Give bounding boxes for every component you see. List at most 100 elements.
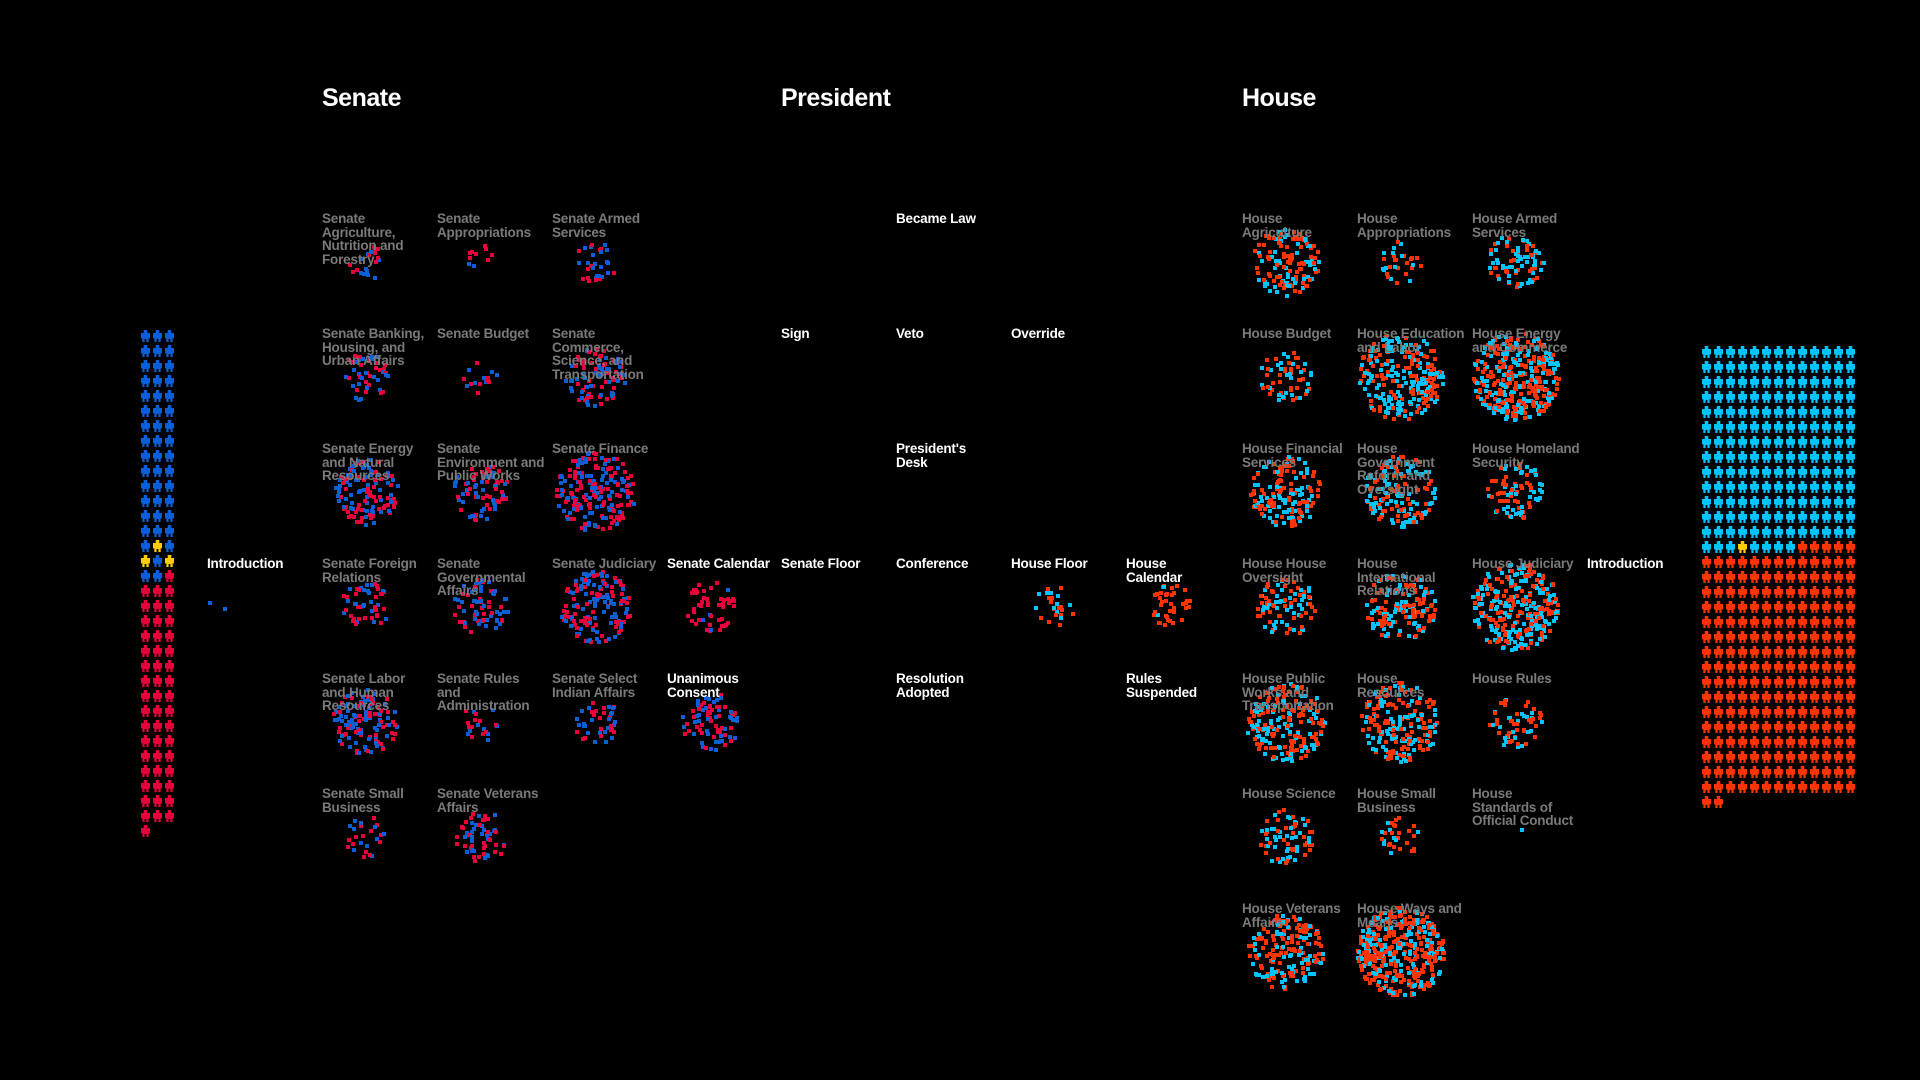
node-presidents-desk[interactable]: President's Desk: [896, 442, 1006, 552]
node-committee[interactable]: House Small Business: [1357, 787, 1467, 897]
bill-dot-republican: [1285, 723, 1290, 728]
node-label: House Public Works and Transportation: [1242, 671, 1334, 713]
bill-dot-republican: [1293, 822, 1298, 827]
node-committee[interactable]: House Armed Services: [1472, 212, 1582, 322]
bill-dot-democrat: [1417, 344, 1422, 349]
bill-dot-republican: [1525, 573, 1530, 578]
bill-dot-democrat: [1549, 360, 1554, 365]
bill-dot-democrat: [1280, 588, 1285, 593]
bill-dot-republican: [344, 607, 349, 612]
bill-dot-republican: [1285, 842, 1290, 847]
member-rep-icon: [1786, 751, 1795, 763]
node-senate-floor[interactable]: Senate Floor: [781, 557, 891, 667]
bill-dot-democrat: [1283, 228, 1288, 233]
node-committee[interactable]: House International Relations: [1357, 557, 1467, 667]
node-override[interactable]: Override: [1011, 327, 1121, 437]
bill-dot-democrat: [1512, 640, 1517, 645]
node-house-introduction[interactable]: Introduction: [1587, 557, 1697, 667]
bill-dot-republican: [1250, 709, 1255, 714]
member-rep-icon: [1846, 706, 1855, 718]
node-committee[interactable]: House Government Reform and Oversight: [1357, 442, 1467, 552]
node-committee[interactable]: House Resources: [1357, 672, 1467, 782]
node-committee[interactable]: Senate Labor and Human Resources: [322, 672, 432, 782]
node-committee[interactable]: Senate Veterans Affairs: [437, 787, 547, 897]
node-sign[interactable]: Sign: [781, 327, 891, 437]
bill-dot-democrat: [475, 722, 480, 727]
bill-dot-republican: [1522, 411, 1527, 416]
node-committee[interactable]: House Public Works and Transportation: [1242, 672, 1352, 782]
bill-dot-democrat: [584, 591, 589, 596]
node-committee[interactable]: House Science: [1242, 787, 1352, 897]
node-committee[interactable]: House Veterans Affairs: [1242, 902, 1352, 1012]
node-committee[interactable]: Senate Budget: [437, 327, 547, 437]
bill-dot-republican: [380, 724, 385, 729]
bill-dot-republican: [599, 402, 604, 407]
bill-dot-republican: [1305, 499, 1310, 504]
node-committee[interactable]: Senate Armed Services: [552, 212, 662, 322]
node-committee[interactable]: House Ways and Means: [1356, 902, 1467, 1012]
bill-dot-democrat: [1513, 735, 1518, 740]
bill-dot-democrat: [1409, 714, 1414, 719]
bill-dot-republican: [726, 600, 731, 605]
node-committee[interactable]: Senate Agriculture, Nutrition and Forest…: [322, 212, 432, 322]
bill-dot-democrat: [1296, 241, 1301, 246]
node-veto[interactable]: Veto: [896, 327, 1006, 437]
node-committee[interactable]: House Energy and Commerce: [1472, 327, 1582, 437]
bill-dot-democrat: [607, 705, 612, 710]
node-committee[interactable]: House Budget: [1242, 327, 1352, 437]
node-committee[interactable]: House Appropriations: [1357, 212, 1467, 322]
node-unanimous-consent[interactable]: Unanimous Consent: [667, 672, 777, 782]
node-committee[interactable]: House Education and Labor: [1357, 327, 1467, 437]
bill-dot-republican: [1491, 373, 1496, 378]
node-committee[interactable]: House Judiciary: [1471, 557, 1582, 667]
member-independent-icon: [153, 540, 162, 552]
bill-dot-republican: [350, 841, 355, 846]
node-committee[interactable]: Senate Commerce, Science, and Transporta…: [552, 327, 662, 437]
bill-dot-republican: [1523, 415, 1528, 420]
node-house-floor[interactable]: House Floor: [1011, 557, 1121, 667]
node-committee[interactable]: Senate Appropriations: [437, 212, 547, 322]
bill-dot-democrat: [1377, 396, 1382, 401]
node-conference[interactable]: Conference: [896, 557, 1006, 667]
node-committee[interactable]: Senate Banking, Housing, and Urban Affai…: [322, 327, 432, 437]
node-committee[interactable]: Senate Rules and Administration: [437, 672, 547, 782]
node-senate-calendar[interactable]: Senate Calendar: [667, 557, 777, 667]
bill-dot-democrat: [1499, 570, 1504, 575]
node-senate-introduction[interactable]: Introduction: [207, 557, 317, 667]
bill-dot-democrat: [1538, 626, 1543, 631]
node-committee[interactable]: Senate Energy and Natural Resources: [322, 442, 432, 552]
bill-dot-democrat: [338, 738, 343, 743]
bill-dot-democrat: [1484, 365, 1489, 370]
bill-dot-republican: [1499, 580, 1504, 584]
bill-dot-republican: [1300, 235, 1304, 240]
bill-dot-democrat: [1306, 840, 1311, 845]
bill-dot-republican: [1522, 514, 1527, 519]
node-house-calendar[interactable]: House Calendar: [1126, 557, 1236, 667]
bill-dot-democrat: [1519, 743, 1524, 748]
bill-dot-republican: [581, 366, 586, 371]
node-committee[interactable]: Senate Judiciary: [552, 557, 662, 667]
node-committee[interactable]: House Financial Services: [1242, 442, 1352, 552]
bill-dot-republican: [597, 485, 602, 490]
bill-dot-democrat: [1259, 499, 1264, 504]
node-committee[interactable]: Senate Small Business: [322, 787, 432, 897]
bill-dot-democrat: [474, 612, 479, 617]
node-committee[interactable]: House Homeland Security: [1472, 442, 1582, 552]
node-committee[interactable]: House House Oversight: [1242, 557, 1352, 667]
bill-dot-republican: [573, 459, 578, 464]
node-committee[interactable]: House Agriculture: [1242, 212, 1352, 322]
node-rules-suspended[interactable]: Rules Suspended: [1126, 672, 1236, 782]
node-resolution-adopted[interactable]: Resolution Adopted: [896, 672, 1006, 782]
bill-dot-republican: [479, 469, 484, 474]
node-committee[interactable]: Senate Select Indian Affairs: [552, 672, 662, 782]
bill-dot-democrat: [336, 498, 341, 503]
node-committee[interactable]: House Standards of Official Conduct: [1472, 787, 1582, 897]
member-dem-icon: [165, 390, 174, 402]
member-dem-icon: [1714, 481, 1723, 493]
node-committee[interactable]: House Rules: [1472, 672, 1582, 782]
node-committee[interactable]: Senate Governmental Affairs: [437, 557, 547, 667]
node-committee[interactable]: Senate Finance: [552, 442, 662, 552]
node-became-law[interactable]: Became Law: [896, 212, 1006, 322]
node-committee[interactable]: Senate Foreign Relations: [322, 557, 432, 667]
node-committee[interactable]: Senate Environment and Public Works: [437, 442, 547, 552]
